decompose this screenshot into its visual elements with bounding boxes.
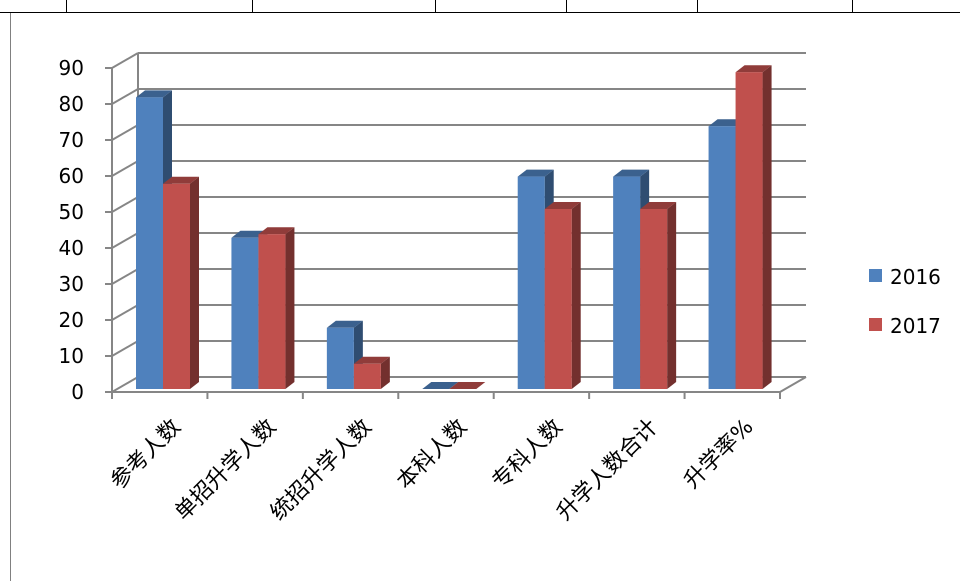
bars <box>136 65 772 390</box>
gridlines <box>111 52 806 393</box>
gridline-side <box>111 88 139 105</box>
x-tick-label: 升学率% <box>679 415 758 494</box>
gridline-side <box>111 52 139 69</box>
bar-2016-4 <box>422 382 459 389</box>
y-tick-label: 30 <box>59 272 84 296</box>
x-tick-label: 参考人数 <box>106 415 186 495</box>
x-tick-label: 升学人数合计 <box>552 415 663 526</box>
floor-edge-right <box>779 376 807 393</box>
y-tick-label: 10 <box>59 344 84 368</box>
bar-2017-1 <box>163 176 199 389</box>
bar-2017-6 <box>640 202 677 389</box>
legend-swatch-2017 <box>869 318 882 331</box>
x-tick-label: 统招升学人数 <box>266 415 377 526</box>
legend-label-2016: 2016 <box>890 265 941 289</box>
axes <box>105 53 807 399</box>
y-tick-label: 20 <box>59 308 84 332</box>
bar-2017-5 <box>544 202 581 389</box>
x-tick-label: 专科人数 <box>488 415 568 495</box>
legend-swatch-2016 <box>869 269 882 282</box>
gridline-side <box>111 160 139 177</box>
spreadsheet-grid-top <box>0 0 960 13</box>
x-tick-label: 单招升学人数 <box>170 415 281 526</box>
gridline-side <box>111 340 139 357</box>
y-tick-label: 80 <box>59 92 84 116</box>
bar-2017-7 <box>735 65 772 389</box>
bar-2017-2 <box>258 227 295 389</box>
y-tick-label: 60 <box>59 164 84 188</box>
y-tick-label: 70 <box>59 128 84 152</box>
y-tick-label: 90 <box>59 56 84 80</box>
bar-2017-4 <box>449 382 486 389</box>
y-tick-label: 40 <box>59 236 84 260</box>
legend-label-2017: 2017 <box>890 314 941 338</box>
gridline-side <box>111 268 139 285</box>
gridline-side <box>111 304 139 321</box>
y-tick-labels: 0 10 20 30 40 50 60 70 80 90 <box>59 56 84 404</box>
gridline-side <box>111 376 139 393</box>
gridline-side <box>111 124 139 141</box>
gridline-side <box>111 196 139 213</box>
gridline-side <box>111 232 139 249</box>
legend: 2016 2017 <box>869 265 941 338</box>
y-tick-label: 50 <box>59 200 84 224</box>
x-tick-label: 本科人数 <box>392 415 472 495</box>
bar-2017-3 <box>353 356 390 389</box>
y-tick-label: 0 <box>71 380 84 404</box>
